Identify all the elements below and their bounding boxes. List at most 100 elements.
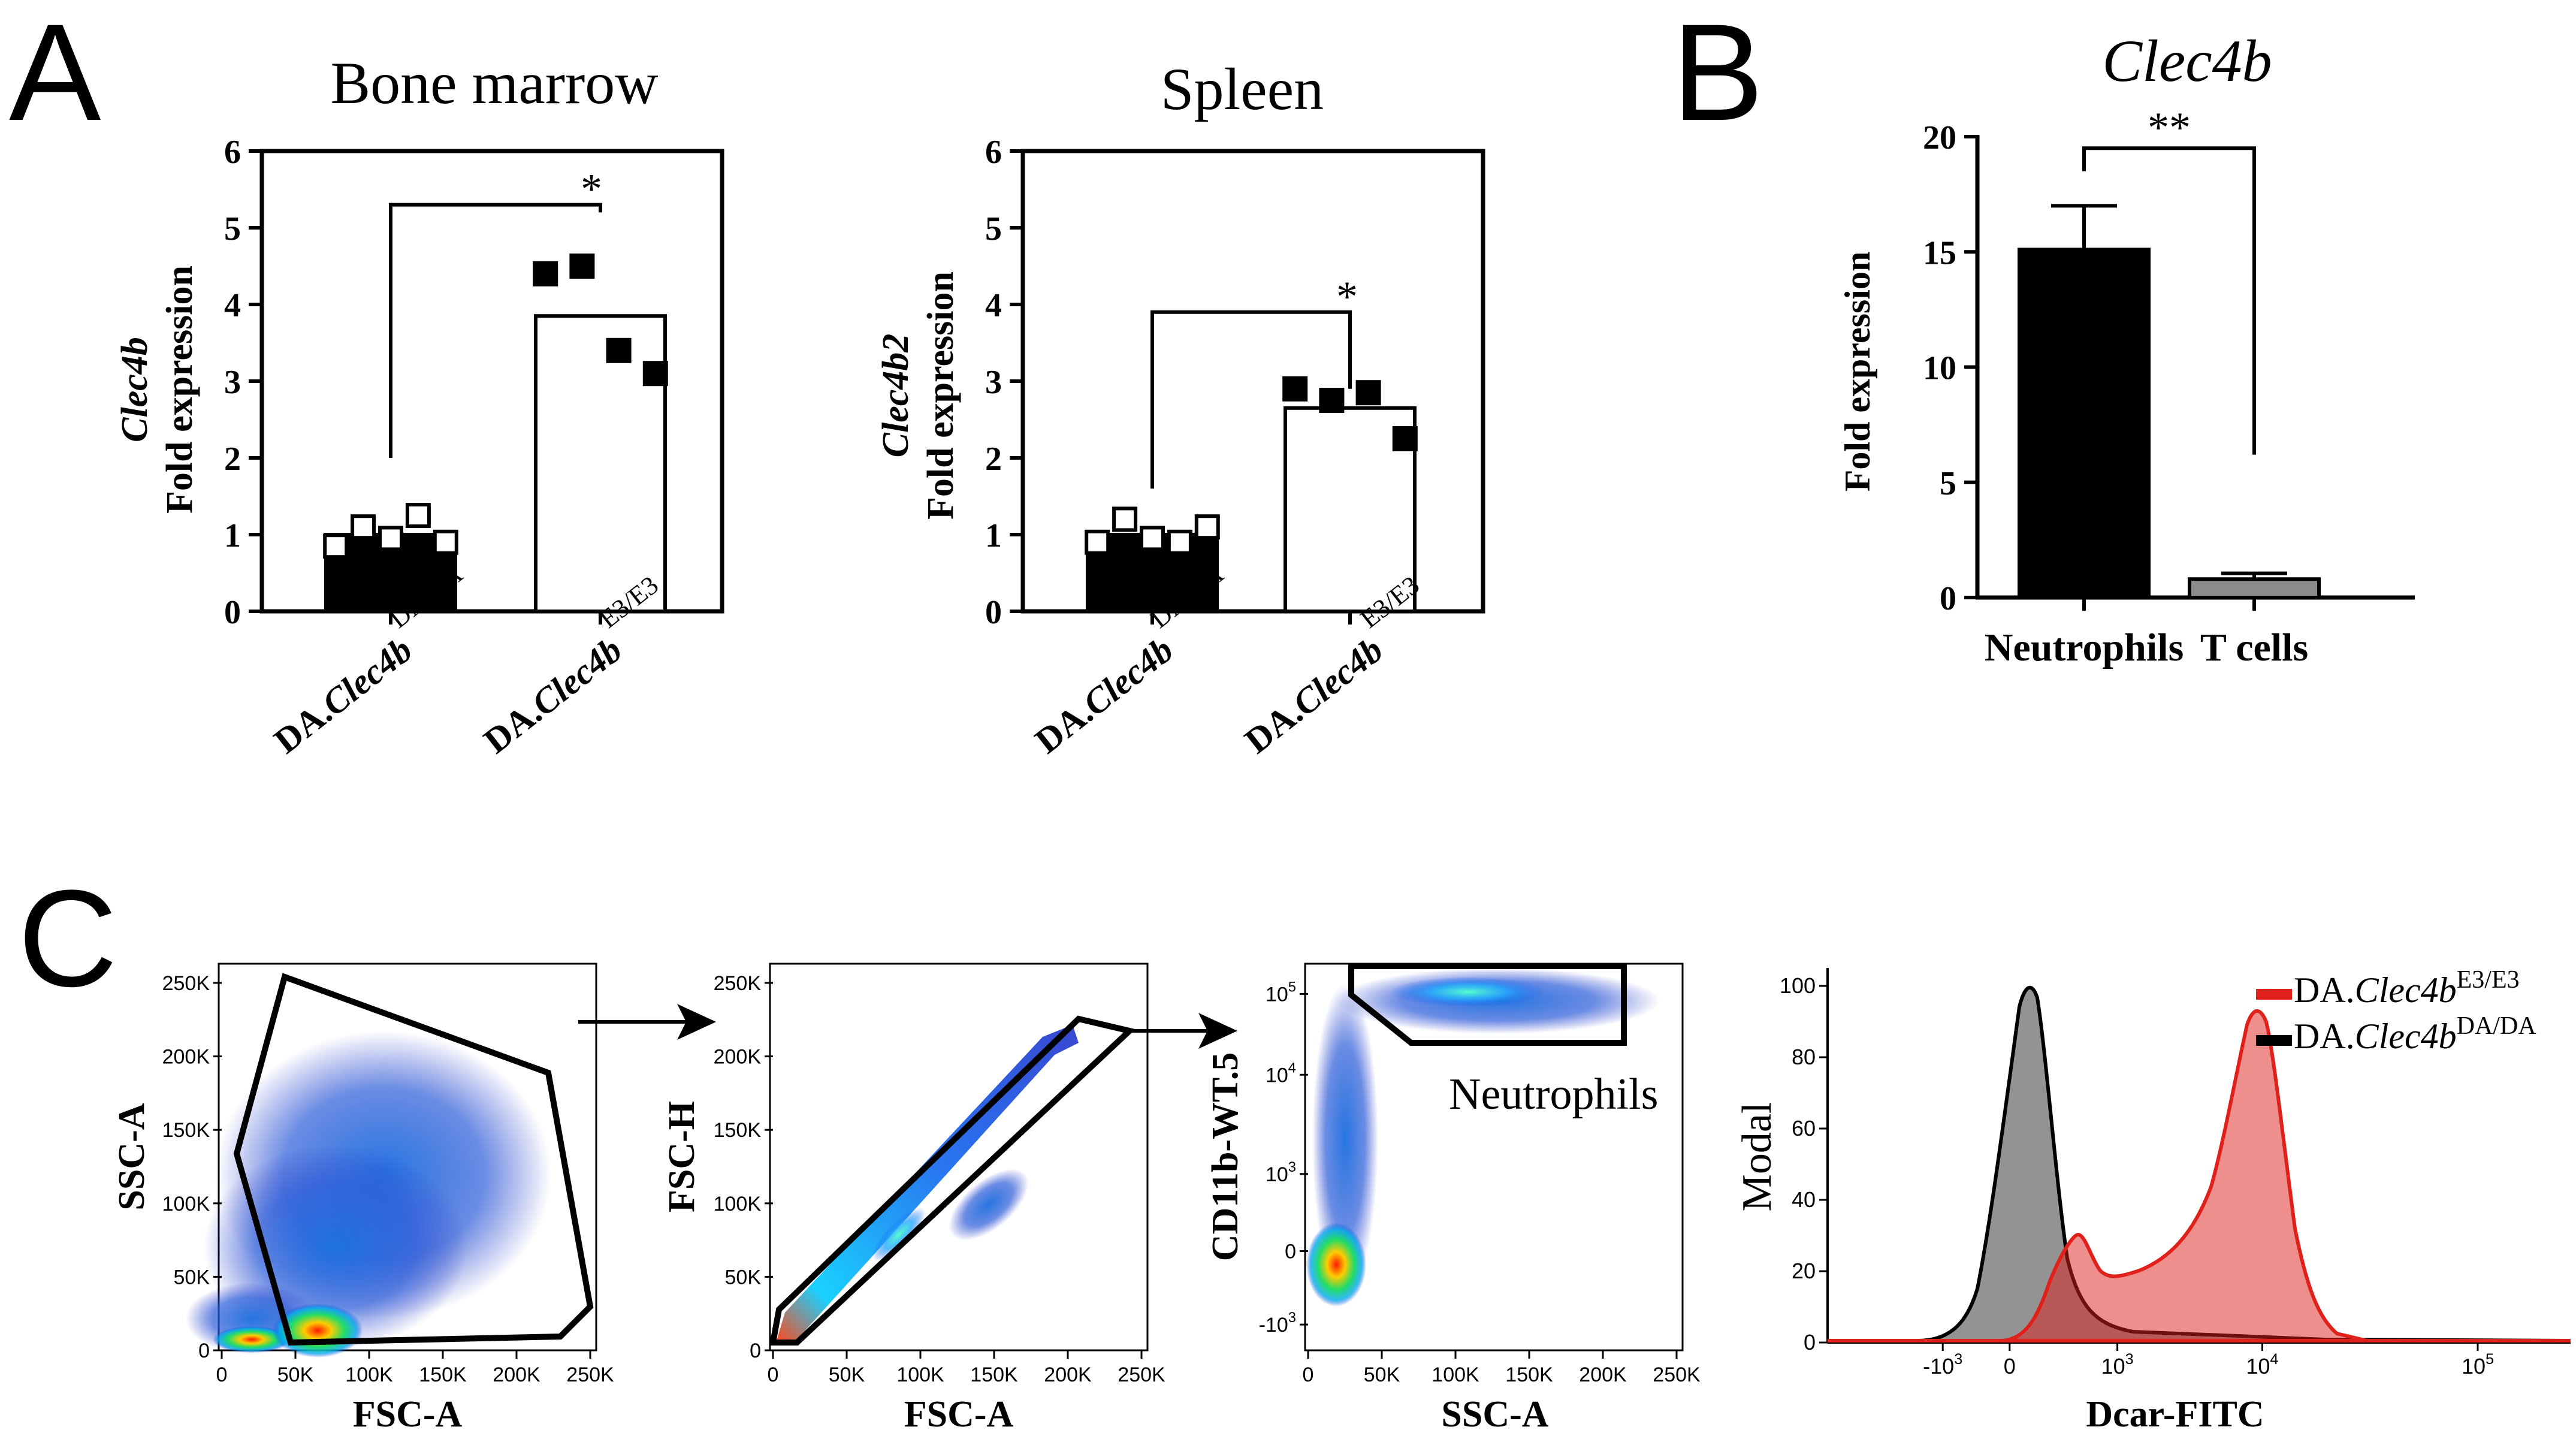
svg-text:Clec4b2: Clec4b2 xyxy=(875,334,916,458)
data-point xyxy=(1282,376,1308,402)
y-tick-label: 0 xyxy=(224,594,241,631)
chart-spleen: Spleen 0 1 2 3 4 5 6 * Clec4b2 Fold expression… xyxy=(875,56,1485,761)
y-tick-label: 10 xyxy=(1923,350,1956,387)
data-point xyxy=(1167,529,1192,555)
y-tick-label: 105 xyxy=(1266,979,1296,1006)
y-tick-label: 20 xyxy=(1923,119,1956,156)
svg-text:Clec4b: Clec4b xyxy=(114,337,155,442)
legend-swatch xyxy=(2256,989,2292,1000)
points xyxy=(1085,376,1418,555)
y-axis-label: SSC-A xyxy=(111,1103,152,1210)
x-tick-label: 0 xyxy=(2004,1354,2016,1378)
chart-title: Bone marrow xyxy=(330,50,658,116)
x-tick-label: 100K xyxy=(1432,1363,1479,1386)
y-tick-label: 20 xyxy=(1792,1259,1816,1283)
y-tick-label: 100 xyxy=(1780,973,1816,998)
y-tick-label: 0 xyxy=(1285,1240,1296,1263)
chart-bone-marrow: Bone marrow 0 1 2 3 4 5 6 * Clec4b Fold expres… xyxy=(114,50,724,761)
data-point xyxy=(433,529,458,555)
x-tick-label: 250K xyxy=(1653,1363,1701,1386)
y-axis-ticks: 0 50K 100K 150K 200K 250K xyxy=(714,972,773,1362)
x-tick-label: 0 xyxy=(1303,1363,1314,1386)
significance-marker: ** xyxy=(2148,104,2191,152)
significance-marker: * xyxy=(1336,273,1358,321)
y-axis-label: Clec4b Fold expression xyxy=(114,266,200,514)
svg-text:DA.Clec4bE3/E3: DA.Clec4bE3/E3 xyxy=(2294,966,2520,1010)
x-axis-ticks: 0 50K 100K 150K 200K 250K xyxy=(1303,1350,1701,1386)
data-point xyxy=(1112,506,1138,532)
y-label-gene: Clec4b xyxy=(114,337,155,442)
y-axis-label: Clec4b2 Fold expression xyxy=(875,271,961,520)
density-cloud xyxy=(186,1031,551,1357)
legend: DA.Clec4bE3/E3 DA.Clec4bDA/DA xyxy=(2256,966,2536,1056)
cat-gene: Clec4b xyxy=(524,630,629,724)
y-tick-label: 5 xyxy=(985,210,1002,248)
data-point xyxy=(405,503,431,528)
y-tick-label: 200K xyxy=(162,1046,210,1069)
legend-gene: Clec4b xyxy=(2355,1016,2457,1056)
gate-polygon xyxy=(233,973,594,1346)
histogram-red xyxy=(1828,1009,2571,1343)
svg-text:DA.Clec4b: DA.Clec4b xyxy=(476,630,629,761)
y-tick-label: 5 xyxy=(224,210,241,248)
data-point xyxy=(606,337,632,363)
y-axis-ticks: 0 5 10 15 20 xyxy=(1923,119,1977,617)
y-tick-label: 4 xyxy=(224,287,241,324)
bars xyxy=(2018,204,2321,611)
x-tick-label: 105 xyxy=(2462,1351,2494,1378)
svg-text:DA.Clec4b: DA.Clec4b xyxy=(1237,630,1390,761)
panel-label-b: B xyxy=(1672,0,1763,149)
data-point xyxy=(1140,526,1165,551)
x-tick-label: 103 xyxy=(2101,1351,2134,1378)
x-tick-label: 150K xyxy=(419,1363,467,1386)
y-tick-label: 2 xyxy=(224,441,241,478)
y-tick-label: 0 xyxy=(1940,580,1956,617)
y-axis-label: Fold expression xyxy=(1838,252,1877,492)
y-tick-label: 40 xyxy=(1792,1187,1816,1212)
y-tick-label: 60 xyxy=(1792,1116,1816,1141)
gate-polygon xyxy=(1348,963,1627,1046)
x-category-0: Neutrophils xyxy=(1985,626,2184,669)
y-tick-label: 250K xyxy=(162,972,210,995)
y-tick-label: 250K xyxy=(714,972,762,995)
x-axis-label: SSC-A xyxy=(1441,1394,1548,1435)
x-tick-label: 150K xyxy=(970,1363,1018,1386)
y-tick-label: 150K xyxy=(714,1119,762,1142)
x-axis-label: Dcar-FITC xyxy=(2086,1394,2264,1435)
chart-clec4b-cells: Clec4b 0 5 10 15 20 ** Fold expression Neutr… xyxy=(1838,28,2415,669)
cat-gene: Clec4b xyxy=(1285,630,1390,724)
chart-title: Spleen xyxy=(1161,56,1324,122)
y-label-text: Fold expression xyxy=(159,266,200,514)
data-point xyxy=(1194,514,1220,540)
x-tick-label: 50K xyxy=(1364,1363,1400,1386)
y-axis-label: CD11b-WT.5 xyxy=(1205,1052,1246,1262)
data-point xyxy=(1085,529,1110,555)
data-point xyxy=(1355,380,1381,406)
svg-text:DA.Clec4b: DA.Clec4b xyxy=(267,630,419,761)
svg-text:DA.Clec4bDA/DA: DA.Clec4bDA/DA xyxy=(2294,1012,2536,1056)
legend-prefix: DA. xyxy=(2294,970,2355,1010)
y-axis-label: Modal xyxy=(1734,1102,1780,1212)
bar xyxy=(534,314,667,613)
legend-sup: E3/E3 xyxy=(2457,966,2520,994)
y-tick-label: 3 xyxy=(224,364,241,401)
x-tick-label: 100K xyxy=(896,1363,944,1386)
y-tick-label: 103 xyxy=(1266,1159,1296,1186)
x-tick-label: 0 xyxy=(216,1363,228,1386)
y-tick-label: 50K xyxy=(725,1266,762,1289)
y-tick-label: 4 xyxy=(985,287,1002,324)
y-label-gene: Clec4b2 xyxy=(875,334,916,458)
density-band xyxy=(776,1025,1079,1343)
x-tick-label: 200K xyxy=(1044,1363,1092,1386)
legend-entry-da: DA.Clec4bDA/DA xyxy=(2256,1012,2536,1056)
bar xyxy=(2188,577,2321,599)
x-axis-ticks: -103 0 103 104 105 xyxy=(1923,1343,2494,1378)
y-tick-label: 50K xyxy=(174,1266,210,1289)
y-tick-label: 3 xyxy=(985,364,1002,401)
y-label-text: Fold expression xyxy=(920,271,961,520)
x-axis-label: FSC-A xyxy=(904,1394,1014,1435)
y-tick-label: 6 xyxy=(224,134,241,171)
flow-plot-scatter-2: 0 50K 100K 150K 200K 250K 0 50K 100K 150K 200K 250… xyxy=(662,963,1165,1435)
y-tick-label: 5 xyxy=(1940,465,1956,502)
data-point xyxy=(1392,426,1418,451)
